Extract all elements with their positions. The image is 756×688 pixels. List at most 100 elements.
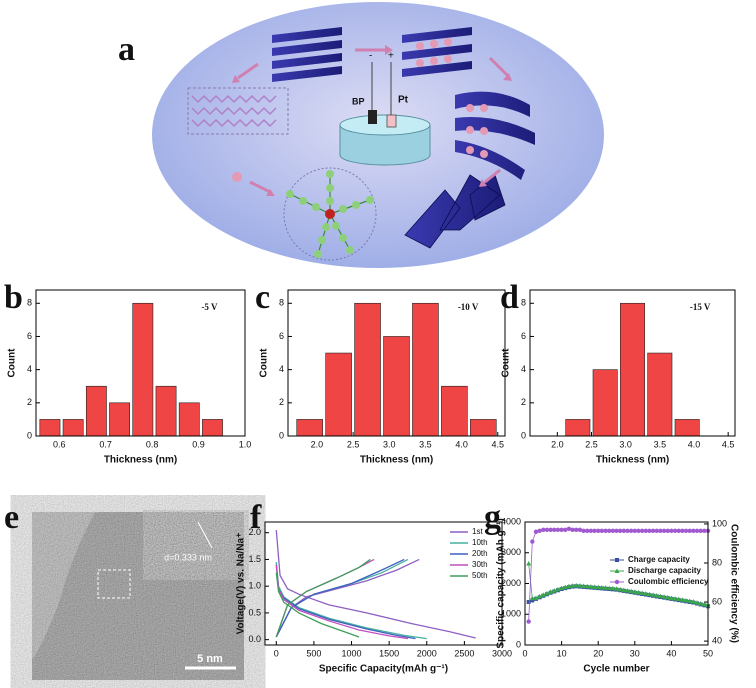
- x-tick-label: 2.5: [585, 439, 598, 449]
- y-tick-label: 1.5: [248, 554, 261, 564]
- exfoliating-sheets: [455, 91, 535, 180]
- electrolysis-cell: [339, 62, 431, 166]
- stacked-sheets: [272, 27, 342, 82]
- x-tick-label: 0: [522, 648, 527, 658]
- bar: [592, 369, 618, 437]
- y-tick-label: 6: [279, 331, 284, 341]
- y-tick-label: 6: [27, 331, 32, 341]
- bar: [155, 385, 177, 437]
- bar: [470, 419, 497, 437]
- x-tick-label: 3.0: [619, 439, 632, 449]
- lattice-marker: [197, 521, 213, 549]
- bar: [39, 419, 61, 437]
- y2-tick-label: 100: [712, 518, 727, 528]
- bar: [565, 419, 591, 437]
- x-tick-label: 2.0: [311, 439, 324, 449]
- annotation: -15 V: [690, 302, 711, 312]
- x-tick-label: 20: [593, 648, 603, 658]
- x-tick-label: 0: [274, 648, 279, 658]
- x-tick-label: 1.0: [239, 439, 252, 449]
- schematic: a BP Pt - +: [118, 2, 604, 268]
- marker: [526, 561, 532, 566]
- panel-label: c: [255, 279, 270, 316]
- bar: [132, 302, 154, 437]
- panel-label: e: [4, 499, 19, 536]
- y-tick-label: 4: [521, 364, 526, 374]
- polarity-label: -: [369, 51, 372, 62]
- legend-label: 10th: [472, 538, 488, 547]
- annotation: -10 V: [458, 302, 479, 312]
- bar: [441, 385, 468, 437]
- y-tick-label: 1000: [501, 609, 521, 619]
- annotation: -5 V: [201, 302, 218, 312]
- x-tick-label: 1000: [342, 648, 362, 658]
- phosphorene-lattice: [187, 87, 289, 135]
- legend-marker: [614, 579, 620, 585]
- intercalated-sheets: [402, 27, 472, 77]
- x-tick-label: 3000: [492, 648, 512, 658]
- lattice-label: d=0.333 nm: [164, 552, 212, 562]
- x-tick-label: 1500: [379, 648, 399, 658]
- y-axis-label: Count: [259, 348, 270, 378]
- y2-tick-label: 80: [712, 557, 722, 567]
- electrode-label: Pt: [398, 95, 409, 106]
- scale-bar-label: 5 nm: [197, 653, 223, 665]
- y-tick-label: 0: [521, 430, 526, 440]
- y-tick-label: 8: [27, 298, 32, 308]
- plot-frame: [35, 289, 246, 437]
- bar: [674, 419, 700, 437]
- x-tick-label: 4.0: [455, 439, 468, 449]
- x-tick-label: 4.5: [492, 439, 505, 449]
- legend-label: 30th: [472, 560, 488, 569]
- x-tick-label: 30: [630, 648, 640, 658]
- bar: [109, 402, 131, 437]
- y-tick-label: 4: [27, 364, 32, 374]
- panel-label: a: [118, 31, 135, 68]
- y2-tick-label: 60: [712, 596, 722, 606]
- y-tick-label: 0.0: [248, 634, 261, 644]
- legend-label: 1st: [472, 527, 483, 536]
- x-tick-label: 3.5: [419, 439, 432, 449]
- y-tick-label: 0: [27, 430, 32, 440]
- legend-label: Coulombic efficiency: [628, 577, 709, 586]
- y-tick-label: 4000: [501, 516, 521, 526]
- x-tick-label: 2.0: [551, 439, 564, 449]
- plot-frame: [264, 521, 503, 646]
- y-tick-label: 8: [279, 298, 284, 308]
- bar: [354, 302, 381, 437]
- legend-marker: [614, 568, 620, 573]
- x-tick-label: 0.7: [99, 439, 112, 449]
- x-tick-label: 3.0: [383, 439, 396, 449]
- y-tick-label: 2: [27, 397, 32, 407]
- electrode-label: BP: [352, 96, 365, 106]
- y-tick-label: 6: [521, 331, 526, 341]
- panel-label: g: [484, 499, 501, 536]
- x-tick-label: 2.5: [347, 439, 360, 449]
- bar: [202, 419, 223, 437]
- y-axis-label: Count: [501, 348, 512, 378]
- legend-label: Charge capacity: [628, 555, 690, 564]
- panel-label: b: [4, 279, 23, 316]
- x-tick-label: 50: [703, 648, 713, 658]
- bar: [62, 419, 84, 437]
- y-tick-label: 2.0: [248, 527, 261, 537]
- y-tick-label: 0.5: [248, 607, 261, 617]
- y-axis-label: Specific capacity (mAh g⁻¹): [496, 518, 507, 648]
- ion-and-molecule: [232, 167, 377, 261]
- x-axis-label: Cycle number: [583, 664, 649, 675]
- y2-tick-label: 40: [712, 635, 722, 645]
- x-tick-label: 2500: [454, 648, 474, 658]
- bar: [383, 336, 410, 437]
- y2-axis-label: Coulombic efficiency (%): [728, 524, 739, 643]
- bar: [647, 352, 673, 437]
- x-tick-label: 0.9: [192, 439, 205, 449]
- bar: [412, 302, 439, 437]
- legend-label: Discharge capacity: [628, 566, 701, 575]
- y-axis-label: Voltage(V) vs. Na/Na⁺: [236, 533, 247, 635]
- plot-frame: [529, 289, 736, 437]
- series-line: [528, 528, 708, 622]
- plot-frame: [287, 289, 506, 437]
- x-tick-label: 0.6: [53, 439, 66, 449]
- bar: [85, 385, 107, 437]
